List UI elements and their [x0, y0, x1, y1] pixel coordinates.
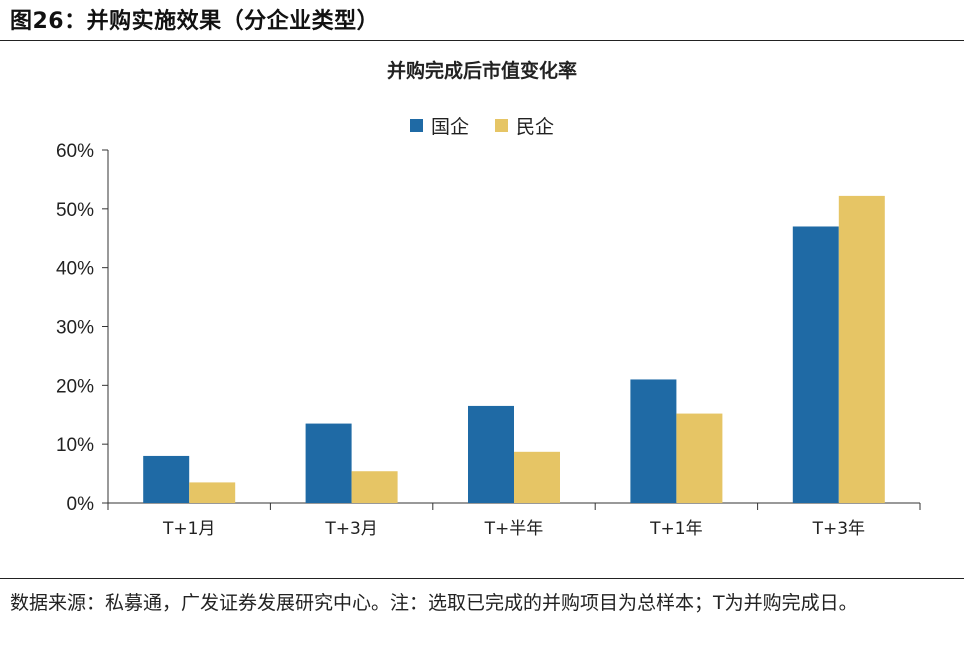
x-tick-label: T+1年: [649, 519, 702, 539]
source-note: 数据来源：私募通，广发证券发展研究中心。注：选取已完成的并购项目为总样本；T为并…: [10, 592, 858, 614]
figure-title: 图26：并购实施效果（分企业类型）: [10, 9, 380, 34]
bar-private: [189, 482, 236, 503]
bar-private: [838, 195, 885, 503]
x-tick-label: T+半年: [484, 519, 544, 539]
legend-swatch-soe: [409, 119, 423, 132]
y-tick-label: 60%: [56, 141, 94, 162]
y-tick-label: 30%: [56, 318, 94, 339]
bar-soe: [305, 423, 352, 503]
chart-title: 并购完成后市值变化率: [386, 60, 577, 82]
bar-soe: [792, 226, 839, 503]
x-tick-label: T+1月: [162, 519, 215, 539]
y-tick-label: 20%: [56, 376, 94, 397]
bottom-rule: [0, 578, 964, 579]
legend-item-soe: 国企: [409, 112, 469, 139]
legend-swatch-private: [495, 119, 508, 132]
bar-soe: [630, 379, 677, 503]
x-tick-label: T+3月: [324, 519, 377, 539]
y-tick-label: 10%: [56, 435, 94, 456]
top-rule: [0, 40, 964, 41]
chart-legend: 国企 民企: [0, 112, 964, 139]
y-tick-label: 50%: [56, 200, 94, 221]
y-tick-label: 40%: [56, 259, 94, 280]
bar-private: [676, 413, 723, 503]
y-tick-label: 0%: [67, 494, 95, 515]
legend-label-private: 民企: [516, 116, 555, 138]
bar-soe: [143, 455, 190, 503]
legend-item-private: 民企: [495, 112, 554, 139]
bar-soe: [468, 405, 514, 503]
bar-private: [351, 471, 398, 503]
bar-chart: 0% 10% 20% 30% 40% 50% 60% T+1月 T+3月 T+半年 T+1年 T+3年: [56, 141, 921, 539]
legend-label-soe: 国企: [430, 116, 469, 138]
x-tick-label: T+3年: [812, 519, 865, 539]
bar-private: [514, 451, 560, 503]
